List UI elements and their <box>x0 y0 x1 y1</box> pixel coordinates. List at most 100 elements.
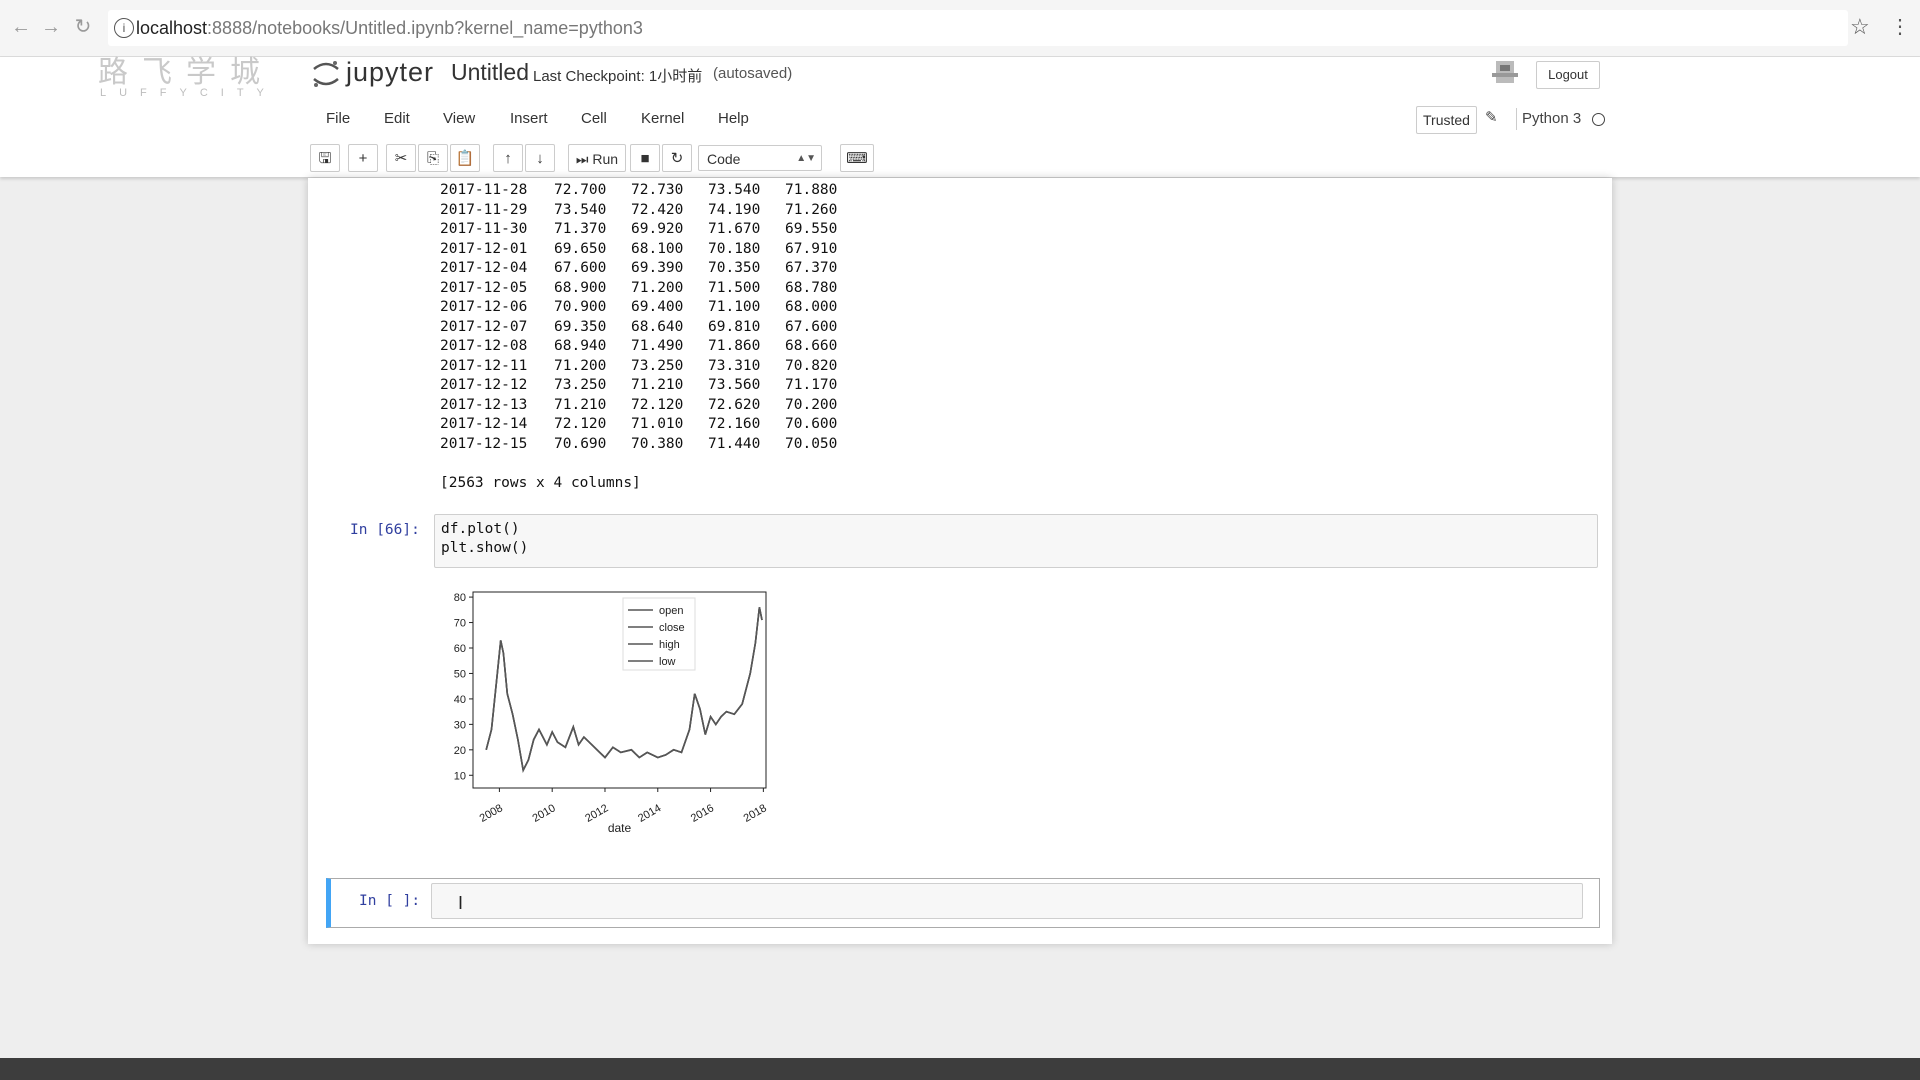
url-host: localhost <box>136 18 208 38</box>
kebab-icon[interactable]: ⋮ <box>1890 16 1910 38</box>
jupyter-wordmark[interactable]: jupyter <box>346 57 435 87</box>
dataframe-row: 2017-12-11 71.200 73.250 73.310 70.820 <box>440 358 862 378</box>
kernel-idle-icon <box>1592 113 1605 126</box>
row-value: 70.380 <box>631 435 684 452</box>
y-tick-label: 50 <box>454 668 466 680</box>
dataframe-row: 2017-12-14 72.120 71.010 72.160 70.600 <box>440 416 862 436</box>
copy-icon[interactable]: ⎘ <box>418 144 448 172</box>
row-value: 69.400 <box>631 299 684 315</box>
row-date: 2017-12-05 <box>440 279 528 296</box>
menu-kernel[interactable]: Kernel <box>641 110 685 127</box>
pencil-icon[interactable]: ✎ <box>1485 109 1498 126</box>
reload-icon[interactable]: ↻ <box>74 16 92 38</box>
address-bar[interactable]: i localhost:8888/notebooks/Untitled.ipyn… <box>108 10 1848 46</box>
row-value: 70.050 <box>785 435 838 452</box>
row-value: 70.200 <box>785 396 838 413</box>
row-value: 69.650 <box>554 240 607 257</box>
restart-icon[interactable]: ↻ <box>662 144 692 172</box>
row-value: 70.900 <box>554 299 607 315</box>
save-icon[interactable]: 🖫 <box>310 144 340 172</box>
active-cell[interactable]: In [ ]: I <box>326 878 1600 928</box>
row-value: 71.170 <box>785 377 838 393</box>
row-value: 71.860 <box>708 338 761 354</box>
paste-icon[interactable]: 📋 <box>450 144 480 172</box>
row-value: 69.810 <box>708 318 761 335</box>
cell-type-select[interactable]: Code ▲▼ <box>698 145 822 171</box>
dataframe-row: 2017-11-29 73.540 72.420 74.190 71.260 <box>440 202 862 222</box>
row-value: 70.350 <box>708 260 761 276</box>
row-value: 71.440 <box>708 435 761 452</box>
y-tick-label: 20 <box>454 745 466 757</box>
keyboard-icon[interactable]: ⌨ <box>840 144 874 172</box>
menu-insert[interactable]: Insert <box>510 110 548 127</box>
run-button[interactable]: ⏭ Run <box>568 144 626 172</box>
row-value: 70.690 <box>554 435 607 452</box>
dataframe-row: 2017-12-15 70.690 70.380 71.440 70.050 <box>440 436 862 456</box>
x-tick-label: 2016 <box>689 802 716 825</box>
y-tick-label: 80 <box>454 592 466 604</box>
interrupt-icon[interactable]: ■ <box>630 144 660 172</box>
row-value: 71.370 <box>554 221 607 237</box>
last-checkpoint: Last Checkpoint: 1小时前 <box>533 68 703 85</box>
row-date: 2017-12-12 <box>440 377 528 393</box>
row-value: 68.000 <box>785 299 838 315</box>
x-tick-label: 2010 <box>530 802 557 825</box>
url-path: :8888/notebooks/Untitled.ipynb?kernel_na… <box>207 18 643 38</box>
select-arrows-icon: ▲▼ <box>796 153 816 164</box>
menu-view[interactable]: View <box>443 110 476 127</box>
row-value: 74.190 <box>708 201 761 218</box>
browser-toolbar: ← → ↻ i localhost:8888/notebooks/Untitle… <box>0 0 1920 57</box>
arrow-left-icon[interactable]: ← <box>11 16 31 38</box>
next-cell-input[interactable]: I <box>431 883 1583 919</box>
row-value: 72.620 <box>708 396 761 413</box>
row-value: 71.210 <box>554 396 607 413</box>
os-taskbar <box>0 1058 1920 1080</box>
row-date: 2017-12-08 <box>440 338 528 354</box>
user-icon <box>1492 61 1518 83</box>
luffy-logo-en: LUFFYCITY <box>100 87 277 99</box>
row-value: 69.550 <box>785 221 838 237</box>
row-value: 69.350 <box>554 318 607 335</box>
menu-file[interactable]: File <box>326 110 351 127</box>
jupyter-logo-icon[interactable] <box>312 59 340 89</box>
row-value: 68.780 <box>785 279 838 296</box>
autosave-status: (autosaved) <box>713 65 793 82</box>
dataframe-row: 2017-12-04 67.600 69.390 70.350 67.370 <box>440 260 862 280</box>
row-value: 73.250 <box>554 377 607 393</box>
arrow-right-icon[interactable]: → <box>41 16 61 38</box>
trusted-badge[interactable]: Trusted <box>1416 106 1477 134</box>
row-value: 73.540 <box>554 201 607 218</box>
cut-icon[interactable]: ✂ <box>386 144 416 172</box>
kernel-separator <box>1516 108 1517 130</box>
code-line: df.plot() <box>441 521 520 537</box>
row-value: 71.500 <box>708 279 761 296</box>
url-text[interactable]: localhost:8888/notebooks/Untitled.ipynb?… <box>136 18 643 39</box>
y-tick-label: 60 <box>454 643 466 655</box>
row-value: 71.210 <box>631 377 684 393</box>
row-value: 71.200 <box>631 279 684 296</box>
move-down-icon[interactable]: ↓ <box>525 144 555 172</box>
run-label: Run <box>592 151 619 167</box>
row-value: 71.260 <box>785 201 838 218</box>
star-icon[interactable]: ☆ <box>1850 14 1870 39</box>
notebook-name[interactable]: Untitled <box>451 59 529 85</box>
menu-help[interactable]: Help <box>718 110 749 127</box>
dataframe-output: 2017-11-28 72.700 72.730 73.540 71.880 2017-1… <box>440 182 862 455</box>
row-date: 2017-12-06 <box>440 299 528 315</box>
cell-type-value: Code <box>707 151 741 167</box>
logout-button[interactable]: Logout <box>1536 61 1600 89</box>
row-date: 2017-12-13 <box>440 396 528 413</box>
row-value: 67.600 <box>785 318 838 335</box>
insert-cell-icon[interactable]: + <box>348 144 378 172</box>
kernel-name[interactable]: Python 3 <box>1522 110 1582 127</box>
dataframe-summary: [2563 rows x 4 columns] <box>440 475 641 491</box>
y-tick-label: 10 <box>454 770 466 782</box>
row-value: 72.730 <box>631 182 684 198</box>
menu-edit[interactable]: Edit <box>384 110 410 127</box>
info-icon[interactable]: i <box>114 18 134 38</box>
move-up-icon[interactable]: ↑ <box>493 144 523 172</box>
row-value: 68.660 <box>785 338 838 354</box>
cell-66-input[interactable]: df.plot() plt.show() <box>434 514 1598 568</box>
menu-cell[interactable]: Cell <box>581 110 607 127</box>
row-date: 2017-11-28 <box>440 182 528 198</box>
